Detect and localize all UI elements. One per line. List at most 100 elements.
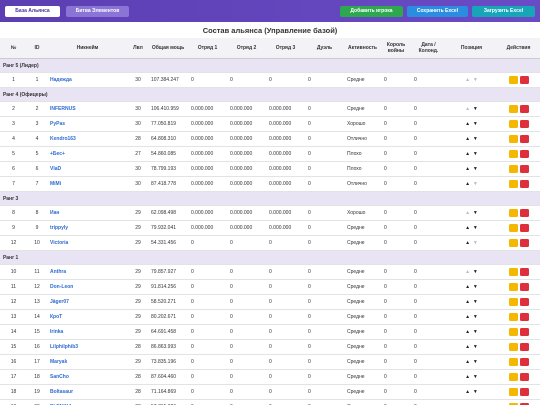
move-up[interactable]: ▲ [465,299,473,305]
delete-button[interactable] [519,403,529,405]
delete-button[interactable] [519,283,529,291]
column-header: Никнейм [47,38,128,59]
move-up[interactable]: ▲ [465,225,473,231]
move-down[interactable]: ▼ [472,151,478,157]
cell: Плохо [344,161,381,177]
move-up[interactable]: ▲ [465,284,473,290]
edit-button[interactable] [508,239,518,247]
player-row: 11 12 Don-Leon 29 91.814.256 0 0 0 0 Средне 0 0 ▲ ▼ [0,279,540,295]
delete-button[interactable] [519,135,529,143]
cell: 0 [305,369,344,385]
rank-name: Ранг 4 (Офицеры) [0,87,540,102]
edit-button[interactable] [508,298,518,306]
move-down[interactable]: ▼ [472,166,478,172]
delete-button[interactable] [519,328,529,336]
tab[interactable]: Битва Элементов [66,6,129,17]
delete-button[interactable] [519,358,529,366]
delete-button[interactable] [519,165,529,173]
tab[interactable]: База Альянса [5,6,60,17]
edit-button[interactable] [508,180,518,188]
action-button[interactable]: Добавить игрока [340,6,403,17]
edit-button[interactable] [508,268,518,276]
move-down[interactable]: ▼ [472,240,478,246]
cell: 0 [411,220,446,236]
edit-button[interactable] [508,343,518,351]
edit-button[interactable] [508,76,518,84]
move-down[interactable]: ▼ [472,136,478,142]
delete-button[interactable] [519,373,529,381]
cell: 0 [411,72,446,88]
move-down[interactable]: ▼ [472,181,478,187]
edit-button[interactable] [508,150,518,158]
edit-button[interactable] [508,403,518,405]
move-down[interactable]: ▼ [472,374,478,380]
move-up[interactable]: ▲ [465,314,473,320]
delete-button[interactable] [519,268,529,276]
edit-button[interactable] [508,358,518,366]
cell: 12 [27,279,47,295]
edit-button[interactable] [508,283,518,291]
move-up[interactable]: ▲ [465,151,473,157]
move-down[interactable]: ▼ [472,77,478,83]
move-down[interactable]: ▼ [472,344,478,350]
move-up[interactable]: ▲ [465,166,473,172]
move-up[interactable]: ▲ [465,106,473,112]
move-up[interactable]: ▲ [465,181,473,187]
action-button[interactable]: Сохранить Excel [407,6,468,17]
move-down[interactable]: ▼ [472,225,478,231]
move-up[interactable]: ▲ [465,136,473,142]
cell: 0 [411,279,446,295]
edit-button[interactable] [508,224,518,232]
actions-cell [497,116,540,132]
move-down[interactable]: ▼ [472,359,478,365]
move-up[interactable]: ▲ [465,389,473,395]
cell: Средне [344,354,381,370]
delete-button[interactable] [519,239,529,247]
move-down[interactable]: ▼ [472,299,478,305]
move-up[interactable]: ▲ [465,359,473,365]
move-down[interactable]: ▼ [472,314,478,320]
move-up[interactable]: ▲ [465,121,473,127]
delete-button[interactable] [519,343,529,351]
move-down[interactable]: ▼ [472,269,478,275]
move-down[interactable]: ▼ [472,284,478,290]
move-up[interactable]: ▲ [465,77,473,83]
move-down[interactable]: ▼ [472,389,478,395]
delete-button[interactable] [519,120,529,128]
delete-button[interactable] [519,209,529,217]
column-header: № [0,38,27,59]
edit-button[interactable] [508,105,518,113]
delete-button[interactable] [519,298,529,306]
delete-button[interactable] [519,224,529,232]
edit-button[interactable] [508,373,518,381]
delete-button[interactable] [519,105,529,113]
move-down[interactable]: ▼ [472,106,478,112]
edit-button[interactable] [508,328,518,336]
delete-button[interactable] [519,313,529,321]
cell: 3 [0,116,27,132]
move-up[interactable]: ▲ [465,210,473,216]
edit-button[interactable] [508,313,518,321]
edit-button[interactable] [508,135,518,143]
delete-button[interactable] [519,388,529,396]
cell: Средне [344,324,381,340]
delete-button[interactable] [519,76,529,84]
move-down[interactable]: ▼ [472,210,478,216]
move-down[interactable]: ▼ [472,329,478,335]
move-up[interactable]: ▲ [465,329,473,335]
delete-button[interactable] [519,180,529,188]
move-up[interactable]: ▲ [465,374,473,380]
move-up[interactable]: ▲ [465,344,473,350]
edit-button[interactable] [508,120,518,128]
player-row: 16 17 Maryak 29 73.835.196 0 0 0 0 Средне 0 0 ▲ ▼ [0,354,540,370]
cell: 6 [27,161,47,177]
action-button[interactable]: Загрузить Excel [472,6,535,17]
edit-button[interactable] [508,165,518,173]
edit-button[interactable] [508,209,518,217]
edit-button[interactable] [508,388,518,396]
delete-button[interactable] [519,150,529,158]
move-up[interactable]: ▲ [465,269,473,275]
cell: 0.000.000 [188,101,227,117]
move-down[interactable]: ▼ [472,121,478,127]
move-up[interactable]: ▲ [465,240,473,246]
